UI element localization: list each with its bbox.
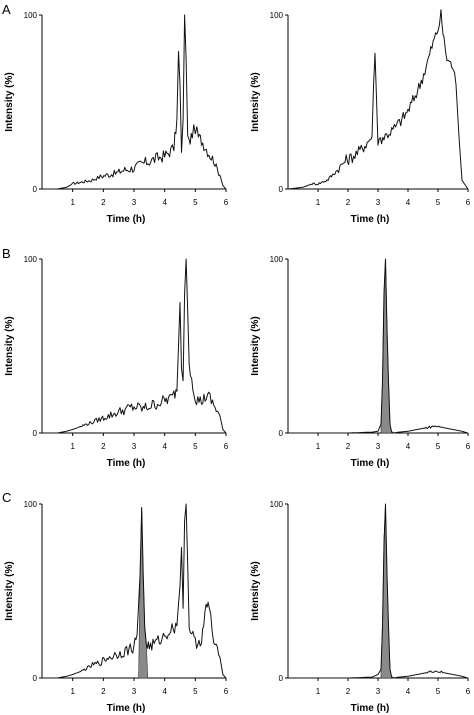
x-axis-label: Time (h) — [351, 214, 390, 225]
x-tick-label: 4 — [406, 687, 411, 696]
y-axis-label: Intensity (%) — [4, 316, 15, 375]
x-tick-label: 2 — [101, 687, 106, 696]
series-line — [42, 14, 227, 190]
x-axis-label: Time (h) — [107, 703, 146, 714]
x-tick-label: 3 — [132, 687, 137, 696]
series-line — [288, 503, 469, 679]
x-tick-label: 4 — [406, 198, 411, 207]
x-tick-label: 3 — [132, 198, 137, 207]
x-axis-label: Time (h) — [351, 458, 390, 469]
x-tick-label: 1 — [316, 198, 321, 207]
x-tick-label: 6 — [224, 442, 229, 451]
x-tick-label: 3 — [376, 442, 381, 451]
x-tick-label: 4 — [162, 198, 167, 207]
y-tick-label: 0 — [279, 185, 284, 194]
x-tick-label: 3 — [376, 198, 381, 207]
y-axis-label: Intensity (%) — [250, 72, 261, 131]
y-tick-label: 0 — [33, 185, 38, 194]
series-line — [288, 258, 469, 434]
x-tick-label: 1 — [316, 442, 321, 451]
y-tick-label: 0 — [279, 674, 284, 683]
x-axis-label: Time (h) — [107, 214, 146, 225]
x-tick-label: 6 — [466, 687, 471, 696]
y-tick-label: 0 — [279, 429, 284, 438]
y-tick-label: 100 — [270, 11, 284, 20]
y-tick-label: 100 — [270, 255, 284, 264]
x-tick-label: 1 — [70, 198, 75, 207]
series-line — [287, 9, 469, 190]
x-tick-label: 1 — [70, 687, 75, 696]
y-tick-label: 100 — [24, 11, 38, 20]
panel-label-b: B — [2, 246, 11, 261]
y-axis-label: Intensity (%) — [4, 561, 15, 620]
x-tick-label: 5 — [436, 687, 441, 696]
y-axis-label: Intensity (%) — [4, 72, 15, 131]
y-tick-label: 100 — [24, 500, 38, 509]
x-tick-label: 3 — [132, 442, 137, 451]
x-tick-label: 5 — [436, 198, 441, 207]
x-tick-label: 5 — [436, 442, 441, 451]
x-tick-label: 4 — [406, 442, 411, 451]
y-axis-label: Intensity (%) — [250, 561, 261, 620]
x-axis-label: Time (h) — [107, 458, 146, 469]
x-tick-label: 6 — [224, 687, 229, 696]
y-axis-label: Intensity (%) — [250, 316, 261, 375]
x-tick-label: 4 — [162, 442, 167, 451]
series-line — [42, 503, 227, 679]
x-tick-label: 2 — [101, 198, 106, 207]
x-tick-label: 5 — [193, 687, 198, 696]
x-tick-label: 6 — [466, 198, 471, 207]
y-tick-label: 100 — [24, 255, 38, 264]
x-tick-label: 3 — [376, 687, 381, 696]
x-tick-label: 1 — [316, 687, 321, 696]
x-tick-label: 5 — [193, 198, 198, 207]
x-tick-label: 5 — [193, 442, 198, 451]
y-tick-label: 100 — [270, 500, 284, 509]
x-tick-label: 6 — [224, 198, 229, 207]
panel-label-a: A — [2, 2, 11, 17]
x-tick-label: 2 — [346, 198, 351, 207]
x-tick-label: 2 — [346, 687, 351, 696]
x-tick-label: 4 — [162, 687, 167, 696]
x-tick-label: 6 — [466, 442, 471, 451]
x-tick-label: 2 — [101, 442, 106, 451]
y-tick-label: 0 — [33, 429, 38, 438]
y-tick-label: 0 — [33, 674, 38, 683]
x-tick-label: 2 — [346, 442, 351, 451]
panel-label-c: C — [2, 490, 12, 505]
series-line — [42, 258, 227, 434]
x-tick-label: 1 — [70, 442, 75, 451]
x-axis-label: Time (h) — [351, 703, 390, 714]
